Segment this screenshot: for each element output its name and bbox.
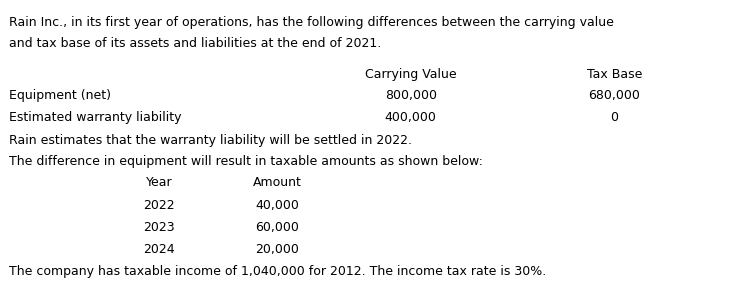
Text: Rain estimates that the warranty liability will be settled in 2022.: Rain estimates that the warranty liabili…: [9, 134, 412, 147]
Text: 0: 0: [610, 111, 618, 124]
Text: 40,000: 40,000: [255, 199, 300, 212]
Text: 20,000: 20,000: [255, 243, 300, 255]
Text: 2022: 2022: [144, 199, 175, 212]
Text: Year: Year: [146, 176, 172, 189]
Text: Amount: Amount: [253, 176, 302, 189]
Text: 2023: 2023: [144, 221, 175, 233]
Text: Tax Base: Tax Base: [587, 68, 642, 81]
Text: Equipment (net): Equipment (net): [9, 89, 111, 102]
Text: 800,000: 800,000: [385, 89, 437, 102]
Text: Estimated warranty liability: Estimated warranty liability: [9, 111, 181, 124]
Text: Rain Inc., in its first year of operations, has the following differences betwee: Rain Inc., in its first year of operatio…: [9, 16, 613, 28]
Text: 2024: 2024: [144, 243, 175, 255]
Text: The difference in equipment will result in taxable amounts as shown below:: The difference in equipment will result …: [9, 155, 482, 168]
Text: 60,000: 60,000: [255, 221, 300, 233]
Text: 680,000: 680,000: [588, 89, 640, 102]
Text: Carrying Value: Carrying Value: [365, 68, 457, 81]
Text: and tax base of its assets and liabilities at the end of 2021.: and tax base of its assets and liabiliti…: [9, 37, 381, 50]
Text: The company has taxable income of 1,040,000 for 2012. The income tax rate is 30%: The company has taxable income of 1,040,…: [9, 265, 546, 277]
Text: 400,000: 400,000: [385, 111, 437, 124]
